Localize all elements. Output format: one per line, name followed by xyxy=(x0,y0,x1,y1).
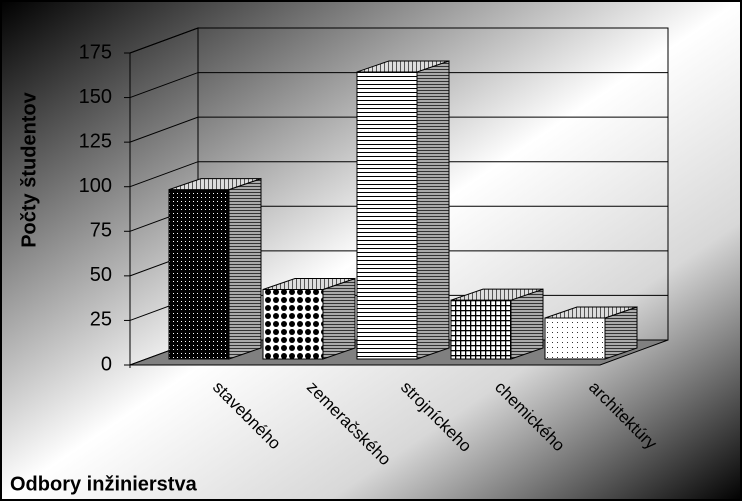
bar xyxy=(356,60,450,360)
bar xyxy=(544,306,638,360)
bar-front xyxy=(450,299,512,360)
y-axis-title: Počty študentov xyxy=(18,91,40,247)
bar-front xyxy=(262,288,324,360)
y-tick-label: 50 xyxy=(90,264,112,286)
bar-side xyxy=(510,288,544,360)
bar-side xyxy=(322,277,356,360)
grid-line xyxy=(129,72,668,99)
bar-top xyxy=(168,178,262,191)
bar xyxy=(450,288,544,360)
bar-top xyxy=(544,306,638,319)
grid-line xyxy=(129,27,668,54)
grid-line xyxy=(129,116,668,143)
bar-top xyxy=(262,277,356,290)
y-tick-label: 25 xyxy=(90,309,112,331)
y-tick-label: 175 xyxy=(79,41,112,63)
bar-top xyxy=(356,60,450,73)
bar-front xyxy=(356,71,418,360)
bar xyxy=(262,277,356,360)
bar-top xyxy=(450,288,544,301)
y-tick-label: 150 xyxy=(79,86,112,108)
grid-line xyxy=(129,161,668,188)
bar xyxy=(168,177,262,360)
bar-front xyxy=(544,317,606,360)
bar-side xyxy=(416,60,450,360)
bar-front xyxy=(168,189,230,360)
y-tick-label: 75 xyxy=(90,220,112,242)
bar-side xyxy=(228,177,262,360)
y-tick-label: 100 xyxy=(79,175,112,197)
x-axis-title: Odbory inžinierstva xyxy=(10,473,198,495)
y-tick-label: 125 xyxy=(79,130,112,152)
y-tick-label: 0 xyxy=(101,353,112,375)
